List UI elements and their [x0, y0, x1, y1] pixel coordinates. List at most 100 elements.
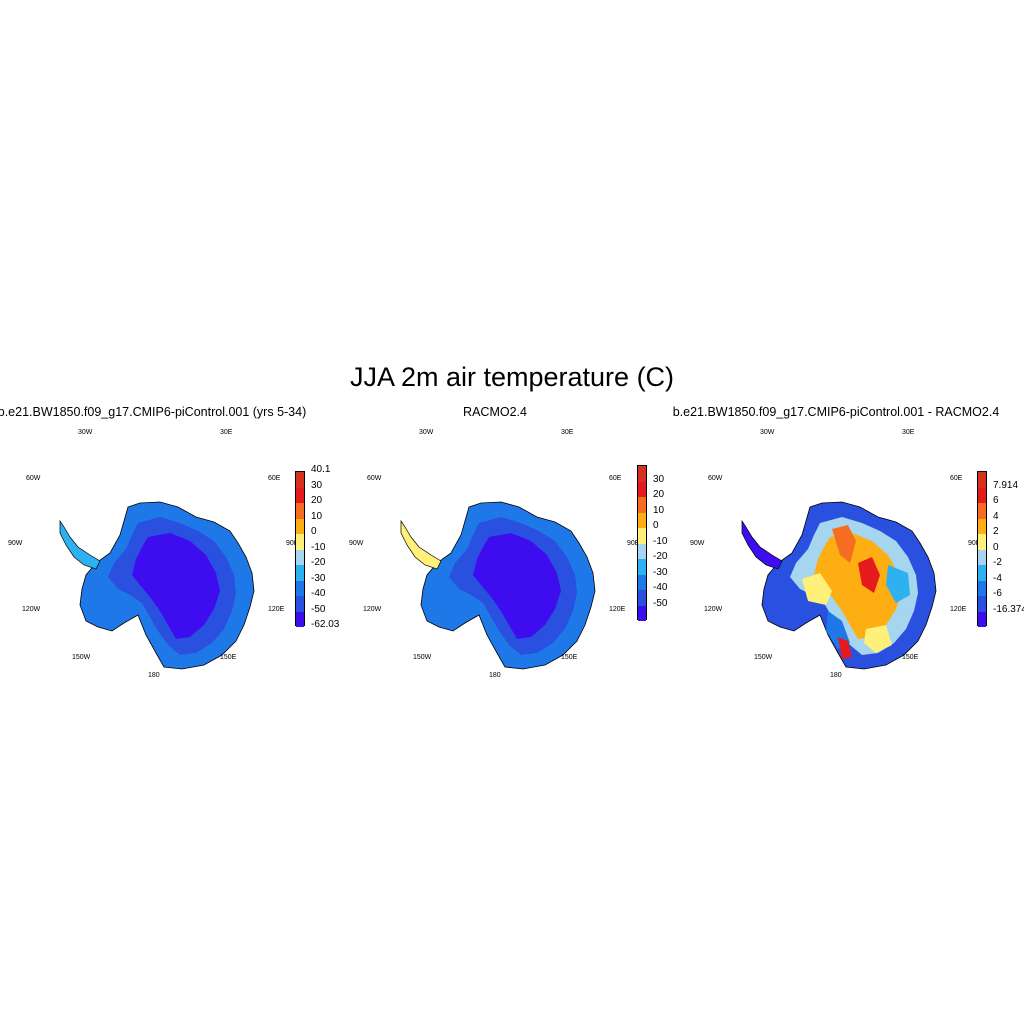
continent-interior	[814, 533, 902, 639]
colorbar-segment	[638, 512, 646, 528]
longitude-label: 90W	[690, 540, 705, 547]
colorbar-strip	[637, 465, 647, 621]
colorbar-label: 0	[653, 520, 659, 531]
longitude-label: 150W	[413, 654, 432, 661]
anomaly-patch	[858, 557, 880, 593]
peninsula-fill	[400, 519, 442, 570]
antarctica-map-model: 30W 30E 60W 60E 90W 90E 120W 120E 150W 150E 180	[8, 429, 299, 679]
colorbar-segment	[296, 487, 304, 503]
continent-interior	[473, 533, 561, 639]
longitude-label: 30E	[902, 429, 915, 436]
colorbar-label: -4	[993, 572, 1002, 584]
longitude-label: 30W	[419, 429, 434, 436]
colorbar-segment	[296, 565, 304, 581]
anomaly-patch	[802, 573, 832, 605]
colorbar-segment	[638, 590, 646, 606]
panel-difference: b.e21.BW1850.f09_g17.CMIP6-piControl.001…	[673, 405, 1024, 695]
colorbar-segment	[978, 472, 986, 488]
longitude-label: 150W	[72, 654, 91, 661]
anomaly-patch	[886, 565, 910, 603]
colorbar-segment	[978, 534, 986, 550]
longitude-label: 120E	[268, 606, 285, 613]
longitude-label: 90E	[968, 540, 981, 547]
longitude-label: 150E	[561, 654, 578, 661]
panel-model: b.e21.BW1850.f09_g17.CMIP6-piControl.001…	[0, 405, 340, 695]
longitude-label: 120W	[363, 606, 382, 613]
antarctica-map-racmo: 30W 30E 60W 60E 90W 90E 120W 120E 150W 150E 180	[349, 429, 640, 679]
peninsula-fill	[741, 519, 783, 570]
colorbar-label: 10	[653, 504, 665, 516]
colorbar-label: 20	[653, 489, 665, 500]
longitude-label: 120W	[704, 606, 723, 613]
panel-racmo: RACMO2.4 30W 30E 60W 60E 90W 90E 120W 120E 150W 1…	[341, 405, 681, 695]
colorbar-label: 4	[993, 510, 999, 522]
colorbar-label: 20	[311, 495, 323, 506]
colorbar-strip	[977, 471, 987, 627]
colorbar-label: -16.374	[993, 603, 1024, 615]
colorbar-label: 30	[653, 473, 665, 485]
colorbar-label: -10	[653, 535, 668, 547]
longitude-label: 30E	[561, 429, 574, 436]
colorbar-label: -10	[311, 541, 326, 553]
colorbar-label: 6	[993, 495, 999, 506]
colorbar-label: -40	[653, 582, 668, 593]
colorbar-segment	[296, 503, 304, 519]
longitude-label: 120E	[609, 606, 626, 613]
colorbar-label: 0	[311, 526, 317, 537]
colorbar-label: -30	[311, 572, 326, 584]
colorbar-segment	[296, 534, 304, 550]
colorbar-label: -6	[993, 588, 1002, 599]
longitude-label: 150E	[220, 654, 237, 661]
antarctica-map-difference: 30W 30E 60W 60E 90W 90E 120W 120E 150W 150E 180	[690, 429, 981, 679]
continent-interior	[132, 533, 220, 639]
longitude-label: 60W	[367, 475, 382, 482]
longitude-label: 60E	[268, 475, 281, 482]
colorbar-label: -50	[653, 597, 668, 609]
longitude-label: 60E	[609, 475, 622, 482]
longitude-label: 120W	[22, 606, 41, 613]
colorbar-segment	[638, 559, 646, 575]
anomaly-patch	[838, 637, 852, 659]
longitude-label: 90W	[8, 540, 23, 547]
longitude-label: 150W	[754, 654, 773, 661]
colorbar-segment	[978, 487, 986, 503]
colorbar-label: -20	[311, 557, 326, 568]
colorbar-segment	[296, 518, 304, 534]
colorbar-segment	[638, 528, 646, 544]
longitude-label: 60W	[26, 475, 41, 482]
colorbar-label: -50	[311, 603, 326, 615]
colorbar-segment	[638, 481, 646, 497]
peninsula-fill	[59, 519, 101, 570]
longitude-label: 30W	[78, 429, 93, 436]
colorbar-label: 0	[993, 541, 999, 553]
colorbar-segment	[296, 472, 304, 488]
colorbar-segment	[296, 596, 304, 612]
longitude-label: 120E	[950, 606, 967, 613]
colorbar-segment	[638, 605, 646, 621]
colorbar-segment	[978, 518, 986, 534]
anomaly-patch	[864, 625, 892, 653]
colorbar-segment	[978, 580, 986, 596]
colorbar-label: -20	[653, 551, 668, 562]
colorbar-strip	[295, 471, 305, 627]
colorbar-segment	[978, 565, 986, 581]
colorbar-label: 30	[311, 479, 323, 491]
colorbar-segment	[978, 596, 986, 612]
longitude-label: 30E	[220, 429, 233, 436]
colorbar-label: 2	[993, 526, 999, 537]
longitude-label: 150E	[902, 654, 919, 661]
colorbar-segment	[638, 466, 646, 482]
panel-title: b.e21.BW1850.f09_g17.CMIP6-piControl.001…	[672, 405, 1000, 419]
longitude-label: 90E	[627, 540, 640, 547]
longitude-label: 60W	[708, 475, 723, 482]
colorbar-segment	[638, 497, 646, 513]
longitude-label: 180	[830, 672, 842, 679]
colorbar-label: -2	[993, 557, 1002, 568]
colorbar-segment	[296, 580, 304, 596]
colorbar-label: -30	[653, 566, 668, 578]
colorbar-label: 40.1	[311, 464, 331, 475]
longitude-label: 180	[148, 672, 160, 679]
panel-title: RACMO2.4	[463, 405, 527, 419]
colorbar-segment	[978, 503, 986, 519]
colorbar-segment	[978, 549, 986, 565]
